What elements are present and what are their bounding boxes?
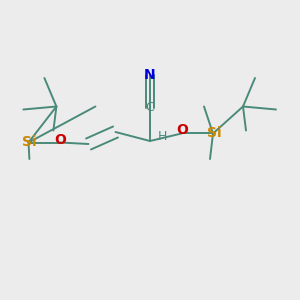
Text: C: C — [145, 101, 154, 114]
Text: O: O — [176, 124, 188, 137]
Text: Si: Si — [22, 135, 37, 149]
Text: Si: Si — [207, 126, 221, 140]
Text: H: H — [158, 130, 167, 143]
Text: N: N — [144, 68, 156, 82]
Text: O: O — [55, 133, 67, 146]
